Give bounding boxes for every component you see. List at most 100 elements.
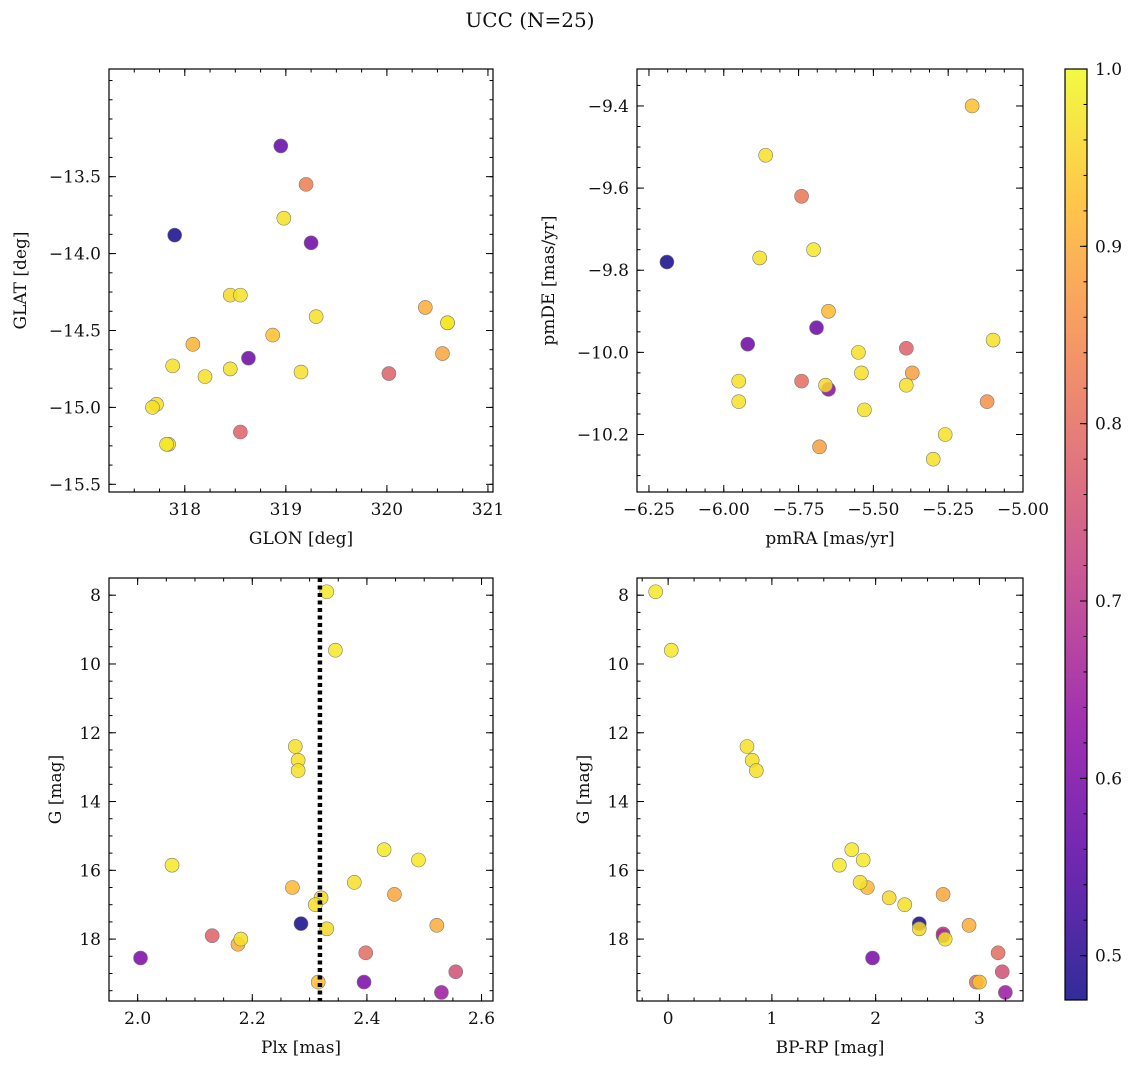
data-point	[821, 304, 836, 319]
y-tick-label: −14.0	[49, 245, 101, 265]
data-point	[865, 950, 880, 966]
data-point	[417, 300, 433, 315]
y-tick-label: −13.5	[49, 168, 101, 188]
data-point	[964, 98, 980, 114]
axes-frame	[636, 577, 1024, 1002]
x-tick-label: −6.25	[623, 500, 675, 520]
markers	[133, 584, 464, 1000]
markers	[659, 98, 1001, 467]
data-point	[925, 451, 941, 467]
markers	[648, 584, 1013, 1000]
data-point	[440, 315, 455, 331]
x-axis-label: pmRA [mas/yr]	[765, 529, 894, 549]
data-point	[233, 287, 248, 303]
y-tick-label: −10.2	[577, 426, 629, 446]
data-point	[197, 369, 213, 384]
data-point	[429, 918, 445, 933]
data-point	[897, 897, 913, 913]
data-point	[303, 235, 319, 251]
data-point	[990, 945, 1006, 961]
data-point	[448, 964, 464, 980]
data-point	[998, 985, 1013, 1000]
x-axis-label: GLON [deg]	[249, 529, 353, 549]
data-point	[164, 857, 180, 873]
y-tick-label: −9.6	[588, 179, 629, 199]
data-point	[185, 337, 201, 352]
data-point	[758, 147, 773, 163]
ticks	[637, 69, 1024, 492]
data-point	[328, 642, 343, 658]
panels: 318 319 320 321−13.5−14.0−14.5−15.0−15.5GLO…	[11, 68, 1049, 1058]
data-point	[356, 974, 372, 990]
data-point	[273, 138, 289, 154]
data-point	[319, 584, 335, 600]
y-tick-label: −15.5	[49, 475, 101, 495]
x-axis-label: Plx [mas]	[261, 1038, 341, 1058]
x-tick-label: 319	[270, 500, 302, 520]
panel-glon-glat: 318 319 320 321 −13.5 −14.0 −14.5 −15.0 −15.5 GLO…	[11, 68, 504, 549]
data-point	[832, 857, 847, 873]
data-point	[285, 880, 300, 895]
data-point	[287, 739, 303, 754]
data-point	[411, 852, 426, 868]
x-tick-label: 0	[663, 1009, 674, 1029]
data-point	[133, 950, 148, 966]
data-point	[241, 350, 256, 366]
y-tick-label: 10	[607, 655, 629, 675]
data-point	[904, 365, 920, 381]
y-tick-label: 12	[79, 724, 101, 744]
data-point	[293, 364, 309, 380]
data-point	[911, 921, 927, 937]
panel-plx-g: 2.0 2.2 2.4 2.6 8 10 12 14 16 18 Plx [mas] G [mag]	[46, 577, 495, 1058]
data-point	[435, 346, 450, 361]
data-point	[809, 320, 824, 336]
data-point	[899, 340, 914, 356]
data-point	[233, 424, 248, 440]
data-point	[961, 918, 977, 933]
data-point	[972, 974, 987, 990]
figure-title: UCC (N=25)	[465, 8, 594, 32]
x-tick-label: 320	[371, 500, 403, 520]
data-point	[752, 250, 767, 266]
y-tick-label: −14.5	[49, 321, 101, 341]
data-point	[994, 964, 1010, 980]
data-point	[648, 584, 663, 600]
data-point	[985, 332, 1001, 348]
colorbar-tick-label: 0.7	[1095, 592, 1122, 612]
x-tick-label: −5.50	[847, 500, 899, 520]
x-tick-label: 1	[766, 1009, 777, 1029]
colorbar: 0.5 0.6 0.7 0.8 0.9 1.0	[1064, 60, 1122, 1001]
data-point	[167, 227, 182, 243]
ticks	[637, 577, 1023, 1001]
data-point	[749, 763, 764, 778]
data-point	[233, 931, 249, 947]
x-tick-label: 2.2	[239, 1009, 266, 1029]
colorbar-tick-label: 1.0	[1095, 60, 1122, 80]
data-point	[298, 177, 314, 192]
colorbar-tick-label: 0.9	[1095, 237, 1122, 257]
colorbar-frame	[1064, 68, 1088, 1001]
y-tick-label: 8	[90, 586, 101, 606]
x-axis-label: BP-RP [mag]	[776, 1038, 885, 1058]
data-point	[222, 361, 238, 377]
data-point	[358, 945, 374, 961]
data-point	[812, 439, 827, 455]
x-tick-label: −5.00	[997, 500, 1049, 520]
data-point	[854, 365, 869, 381]
y-tick-label: 8	[618, 586, 629, 606]
x-tick-label: 321	[472, 500, 504, 520]
x-tick-label: −6.00	[698, 500, 750, 520]
data-point	[818, 377, 833, 393]
data-point	[204, 928, 220, 943]
x-tick-label: 3	[974, 1009, 985, 1029]
y-tick-label: −9.8	[588, 261, 629, 281]
y-axis-label: GLAT [deg]	[11, 231, 31, 329]
data-point	[376, 842, 392, 857]
x-tick-label: 318	[169, 500, 201, 520]
data-point	[290, 763, 306, 778]
data-point	[731, 373, 747, 389]
data-point	[347, 875, 362, 890]
data-point	[663, 642, 679, 658]
data-point	[899, 377, 914, 393]
